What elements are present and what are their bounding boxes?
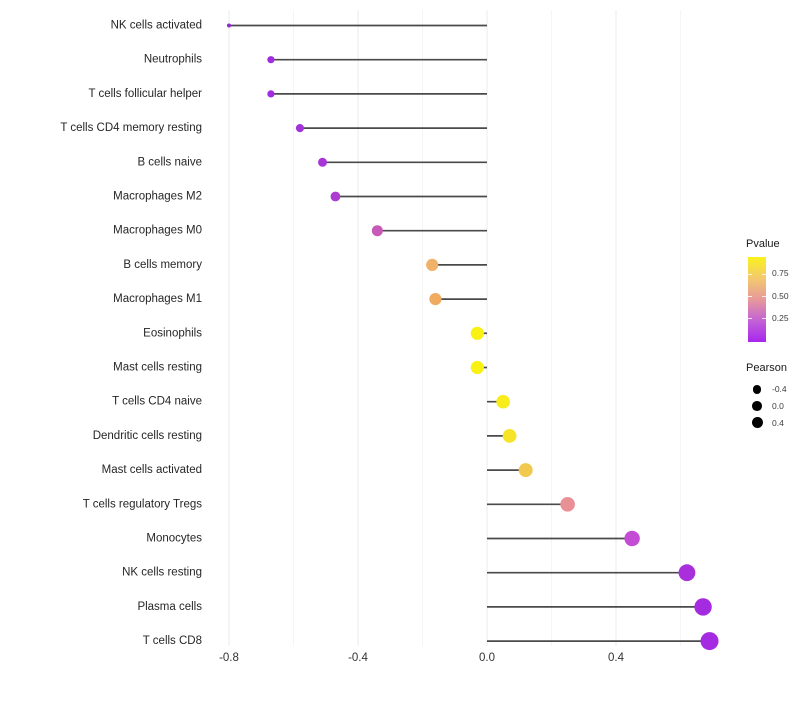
pvalue-colorbar-gradient: [748, 257, 766, 342]
pearson-item-label: 0.4: [772, 417, 784, 428]
lollipop-dot: [429, 293, 442, 306]
pvalue-legend: Pvalue 0.75 0.50 0.25: [746, 238, 800, 342]
y-axis-label: Mast cells resting: [113, 362, 202, 374]
y-axis-label: Neutrophils: [144, 54, 202, 66]
y-axis-label: Monocytes: [146, 533, 202, 545]
pearson-size-dot: [752, 385, 762, 394]
lollipop-dot: [267, 56, 275, 64]
y-axis-label: Macrophages M0: [113, 225, 202, 237]
pearson-legend-item: 0.0: [746, 398, 800, 415]
pvalue-tick-mark: [748, 273, 752, 275]
pvalue-tick-mark: [748, 296, 752, 297]
x-axis-tick-label: -0.4: [348, 652, 368, 664]
y-axis-label: Mast cells activated: [102, 464, 202, 476]
y-axis-label: T cells CD8: [143, 635, 202, 647]
pvalue-legend-title: Pvalue: [746, 238, 780, 250]
pvalue-tick-label: 0.25: [772, 312, 789, 323]
pvalue-tick-label: 0.50: [772, 290, 789, 301]
x-axis-tick-label: -0.8: [219, 652, 239, 664]
lollipop-dot: [426, 258, 439, 271]
pearson-legend-title: Pearson: [746, 362, 787, 374]
lollipop-dot: [470, 360, 484, 375]
pearson-size-dot: [751, 417, 763, 429]
pvalue-tick-label: 0.75: [772, 268, 789, 279]
pvalue-colorbar-wrap: 0.75 0.50 0.25: [746, 257, 800, 342]
pearson-size-dot: [752, 401, 762, 412]
lollipop-dot: [371, 225, 383, 237]
x-axis-tick-label: 0.0: [479, 652, 495, 664]
y-axis-label: T cells CD4 memory resting: [60, 122, 202, 134]
lollipop-dot: [267, 90, 275, 98]
x-axis-tick-label: 0.4: [608, 652, 625, 664]
lollipop-dot: [694, 598, 712, 616]
pvalue-tick-mark: [762, 296, 766, 297]
y-axis-label: Macrophages M2: [113, 191, 202, 203]
lollipop-dot: [470, 326, 484, 340]
lollipop-dot: [502, 429, 517, 443]
y-axis-label: B cells naive: [137, 156, 202, 168]
lollipop-dot: [227, 23, 231, 28]
pearson-legend-item: -0.4: [746, 381, 800, 398]
pearson-legend: Pearson -0.4 0.0 0.4: [746, 362, 800, 431]
y-axis-label: NK cells resting: [122, 567, 202, 579]
y-axis-label: T cells regulatory Tregs: [83, 498, 203, 510]
pvalue-tick-mark: [748, 318, 752, 320]
lollipop-dot: [678, 564, 696, 582]
y-axis-label: B cells memory: [123, 259, 202, 271]
pvalue-tick-mark: [762, 318, 766, 320]
pearson-item-label: 0.0: [772, 401, 784, 412]
lollipop-dot: [496, 394, 510, 409]
lollipop-dot: [700, 632, 719, 651]
lollipop-dot: [518, 463, 533, 478]
y-axis-label: NK cells activated: [111, 20, 202, 32]
lollipop-dot: [624, 530, 640, 547]
pearson-legend-item: 0.4: [746, 415, 800, 432]
lollipop-dot: [330, 191, 341, 202]
lollipop-dot: [318, 157, 328, 167]
y-axis-label: Eosinophils: [143, 327, 202, 339]
pvalue-tick-mark: [762, 273, 766, 275]
y-axis-label: Dendritic cells resting: [93, 430, 202, 442]
y-axis-label: Macrophages M1: [113, 293, 202, 305]
pearson-item-label: -0.4: [772, 384, 787, 395]
y-axis-label: T cells CD4 naive: [112, 396, 202, 408]
y-axis-label: T cells follicular helper: [88, 88, 202, 100]
lollipop-dot: [560, 497, 575, 512]
lollipop-dot: [295, 124, 305, 133]
y-axis-label: Plasma cells: [137, 601, 202, 613]
